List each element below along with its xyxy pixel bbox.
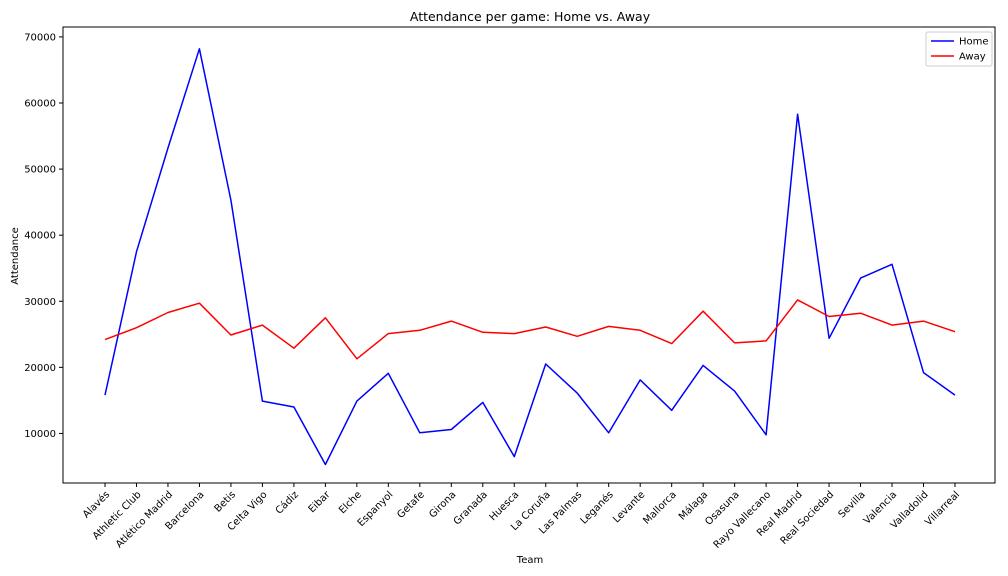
legend-label-away: Away <box>959 52 986 63</box>
x-tick-label: Girona <box>427 489 458 520</box>
x-tick-label: Cádiz <box>273 489 301 517</box>
plot-frame <box>62 26 996 484</box>
x-tick-label: Atlético Madrid <box>113 489 175 551</box>
x-tick-label: Eibar <box>307 489 334 516</box>
y-tick-label: 20000 <box>24 363 56 374</box>
legend: Home Away <box>925 31 993 67</box>
x-tick-label: Villarreal <box>923 489 962 528</box>
legend-label-home: Home <box>959 37 989 48</box>
y-tick-label: 30000 <box>24 297 56 308</box>
y-tick-label: 60000 <box>24 99 56 110</box>
series-line-home <box>104 48 956 466</box>
x-tick-label: Mallorca <box>641 489 678 526</box>
x-tick-label: Betis <box>213 489 238 514</box>
x-tick-label: Rayo Vallecano <box>712 489 774 551</box>
y-tick-label: 70000 <box>24 32 56 43</box>
series-lines <box>104 48 956 466</box>
x-tick-label: Leganés <box>578 489 616 527</box>
x-tick-label: Getafe <box>395 489 427 521</box>
y-tick-label: 10000 <box>24 429 56 440</box>
x-tick-label: Alavés <box>80 489 112 521</box>
chart-title: Attendance per game: Home vs. Away <box>410 9 651 24</box>
x-tick-label: Sevilla <box>837 489 868 520</box>
series-line-away <box>104 299 956 360</box>
x-axis-label: Team <box>516 555 543 566</box>
y-tick-label: 40000 <box>24 231 56 242</box>
y-axis-ticks: 10000 20000 30000 40000 50000 60000 70000 <box>24 32 63 440</box>
x-tick-label: Elche <box>337 489 364 516</box>
y-axis-label: Attendance <box>10 227 21 284</box>
y-tick-label: 50000 <box>24 165 56 176</box>
x-tick-label: Granada <box>452 489 490 527</box>
